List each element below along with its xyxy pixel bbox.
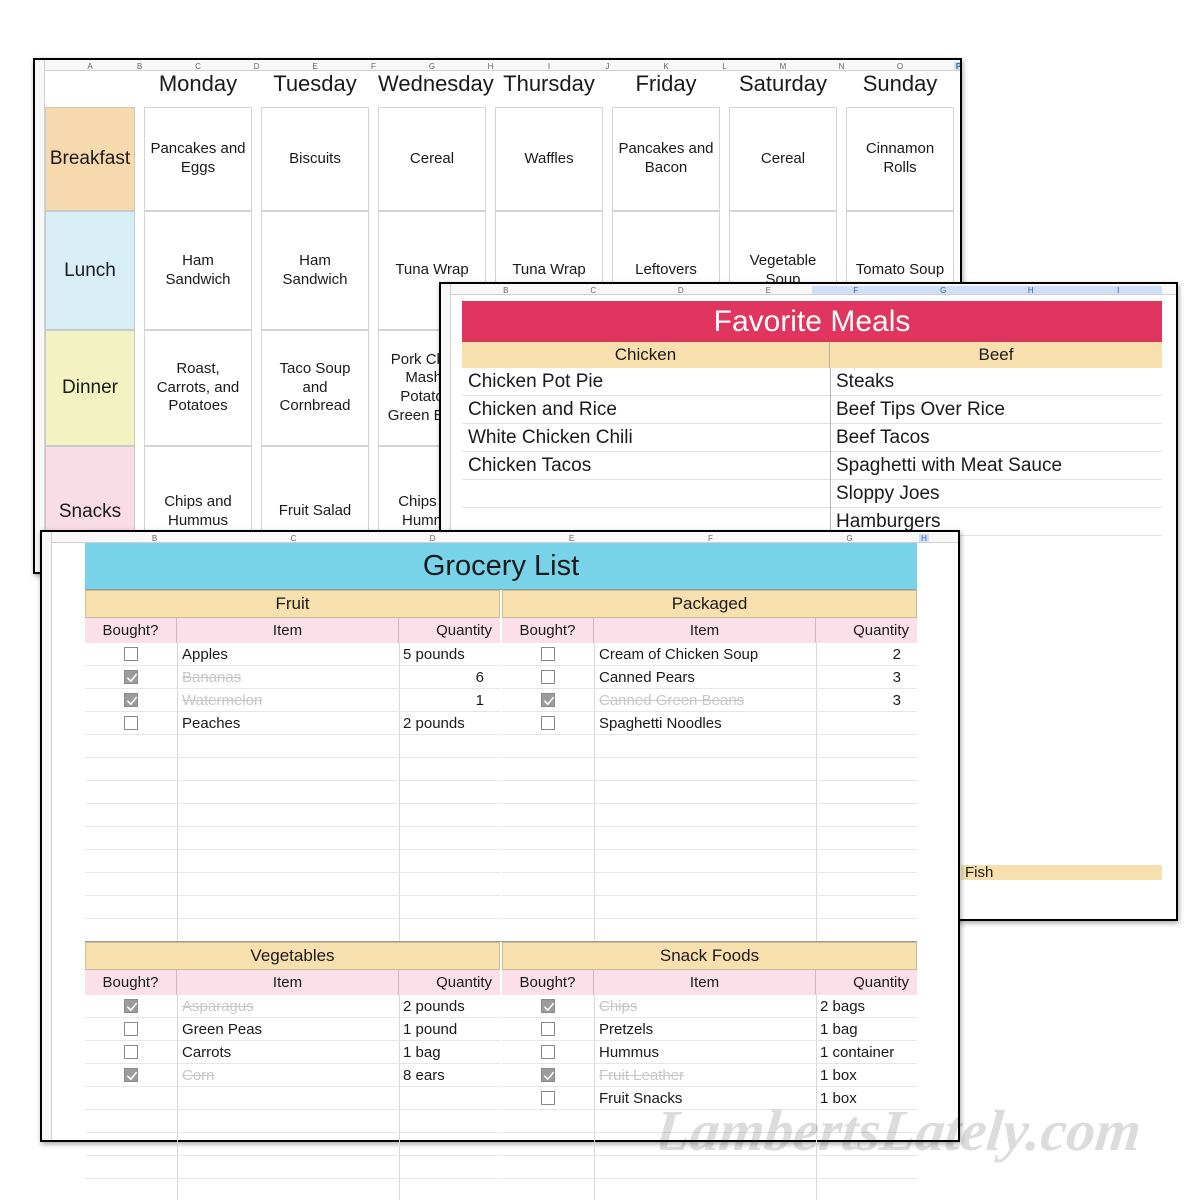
svg-text:LambertsLately.com: LambertsLately.com [660,1098,1144,1163]
